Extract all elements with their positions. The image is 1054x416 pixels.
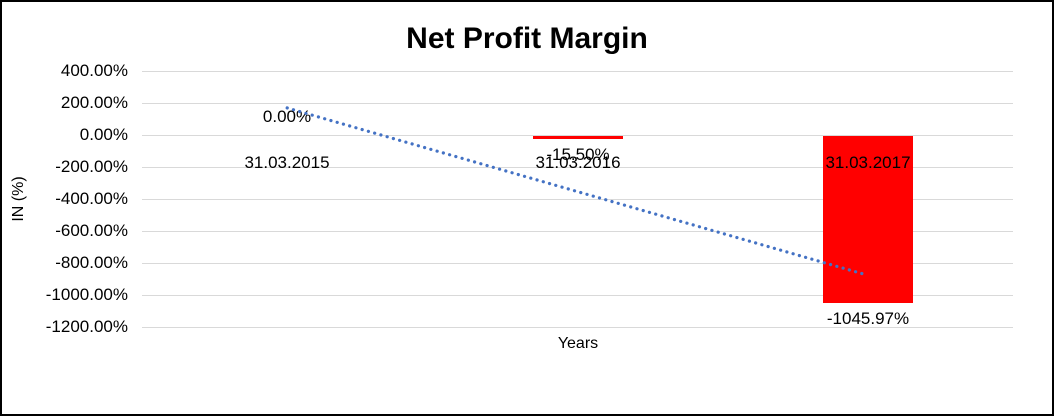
y-tick-label: -200.00% (55, 157, 128, 176)
y-tick-label: -1200.00% (45, 317, 128, 336)
gridline (142, 295, 1013, 296)
y-tick-label: 400.00% (60, 61, 128, 80)
y-tick-label: 0.00% (79, 125, 128, 144)
category-label: 31.03.2017 (825, 153, 911, 172)
bar-data-label: -15.50% (546, 145, 610, 164)
y-tick-label: -600.00% (55, 221, 128, 240)
x-axis-title: Years (557, 335, 599, 352)
y-tick-label: -800.00% (55, 253, 128, 272)
bar-data-label: -1045.97% (826, 309, 910, 328)
bar-31.03.2016 (533, 136, 623, 139)
y-tick-label: -1000.00% (45, 285, 128, 304)
category-label: 31.03.2015 (244, 153, 330, 172)
chart-title: Net Profit Margin (406, 22, 648, 55)
y-tick-label: -400.00% (55, 189, 128, 208)
gridline (142, 71, 1013, 72)
gridline (142, 327, 1013, 328)
gridline (142, 103, 1013, 104)
bar-data-label: 0.00% (262, 107, 312, 126)
linear-trendline (285, 106, 870, 277)
y-tick-label: 200.00% (60, 93, 128, 112)
